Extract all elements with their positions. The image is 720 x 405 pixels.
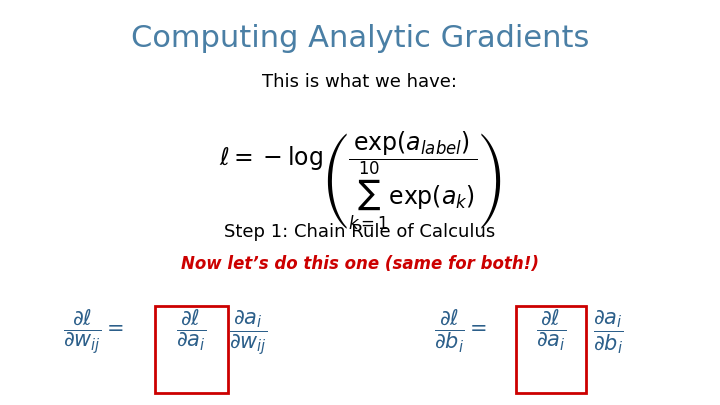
Text: $\dfrac{\partial a_i}{\partial w_{ij}}$: $\dfrac{\partial a_i}{\partial w_{ij}}$: [229, 308, 268, 357]
Text: $\dfrac{\partial \ell}{\partial b_{i}}$$ = $: $\dfrac{\partial \ell}{\partial b_{i}}$$…: [434, 308, 487, 355]
Text: Computing Analytic Gradients: Computing Analytic Gradients: [131, 24, 589, 53]
Text: $\dfrac{\partial \ell}{\partial w_{ij}}$$ = $: $\dfrac{\partial \ell}{\partial w_{ij}}$…: [63, 308, 124, 356]
Text: Step 1: Chain Rule of Calculus: Step 1: Chain Rule of Calculus: [225, 223, 495, 241]
Text: $\dfrac{\partial a_i}{\partial b_i}$: $\dfrac{\partial a_i}{\partial b_i}$: [593, 308, 624, 356]
Text: $\ell = -\log\!\left(\dfrac{\exp(a_{label})}{\sum_{k=1}^{10} \exp(a_k)}\right)$: $\ell = -\log\!\left(\dfrac{\exp(a_{labe…: [219, 130, 501, 232]
Text: Now let’s do this one (same for both!): Now let’s do this one (same for both!): [181, 255, 539, 273]
Text: This is what we have:: This is what we have:: [263, 73, 457, 91]
Text: $\dfrac{\partial \ell}{\partial a_i}$: $\dfrac{\partial \ell}{\partial a_i}$: [536, 308, 566, 353]
Text: $\dfrac{\partial \ell}{\partial a_i}$: $\dfrac{\partial \ell}{\partial a_i}$: [176, 308, 206, 353]
